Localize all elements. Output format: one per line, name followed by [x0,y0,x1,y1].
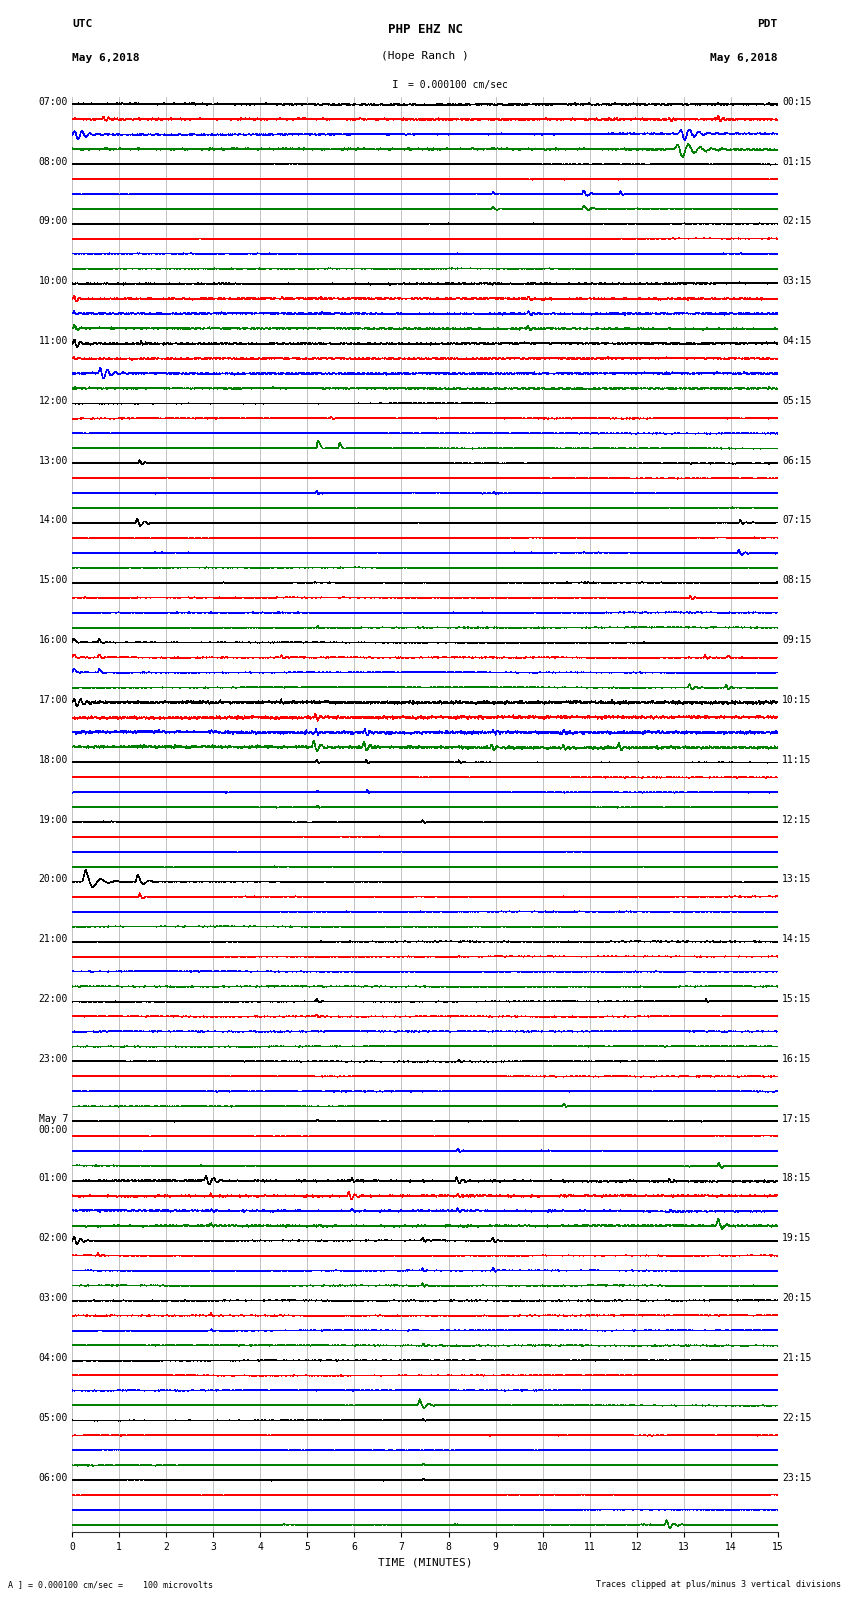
Text: 15:15: 15:15 [782,994,811,1003]
Text: 11:15: 11:15 [782,755,811,765]
Text: 17:00: 17:00 [39,695,68,705]
Text: 22:00: 22:00 [39,994,68,1003]
Text: (Hope Ranch ): (Hope Ranch ) [381,52,469,61]
Text: 06:15: 06:15 [782,455,811,466]
Text: 12:15: 12:15 [782,815,811,824]
Text: 10:00: 10:00 [39,276,68,286]
Text: 01:15: 01:15 [782,156,811,166]
Text: Traces clipped at plus/minus 3 vertical divisions: Traces clipped at plus/minus 3 vertical … [597,1581,842,1589]
X-axis label: TIME (MINUTES): TIME (MINUTES) [377,1558,473,1568]
Text: 20:15: 20:15 [782,1294,811,1303]
Text: 21:15: 21:15 [782,1353,811,1363]
Text: 13:15: 13:15 [782,874,811,884]
Text: 23:00: 23:00 [39,1053,68,1065]
Text: 13:00: 13:00 [39,455,68,466]
Text: 16:15: 16:15 [782,1053,811,1065]
Text: 08:00: 08:00 [39,156,68,166]
Text: 20:00: 20:00 [39,874,68,884]
Text: 15:00: 15:00 [39,576,68,586]
Text: 16:00: 16:00 [39,636,68,645]
Text: A ] = 0.000100 cm/sec =    100 microvolts: A ] = 0.000100 cm/sec = 100 microvolts [8,1581,213,1589]
Text: 08:15: 08:15 [782,576,811,586]
Text: 09:15: 09:15 [782,636,811,645]
Text: 05:15: 05:15 [782,395,811,406]
Text: May 7
00:00: May 7 00:00 [39,1113,68,1136]
Text: 06:00: 06:00 [39,1473,68,1482]
Text: = 0.000100 cm/sec: = 0.000100 cm/sec [408,81,507,90]
Text: 03:00: 03:00 [39,1294,68,1303]
Text: 02:15: 02:15 [782,216,811,226]
Text: PDT: PDT [757,19,778,29]
Text: 21:00: 21:00 [39,934,68,944]
Text: 02:00: 02:00 [39,1234,68,1244]
Text: 18:15: 18:15 [782,1174,811,1184]
Text: 17:15: 17:15 [782,1113,811,1124]
Text: PHP EHZ NC: PHP EHZ NC [388,23,462,35]
Text: 23:15: 23:15 [782,1473,811,1482]
Text: 19:15: 19:15 [782,1234,811,1244]
Text: 14:15: 14:15 [782,934,811,944]
Text: 09:00: 09:00 [39,216,68,226]
Text: 07:15: 07:15 [782,516,811,526]
Text: 07:00: 07:00 [39,97,68,106]
Text: 11:00: 11:00 [39,336,68,347]
Text: I: I [392,81,399,90]
Text: 04:00: 04:00 [39,1353,68,1363]
Text: 03:15: 03:15 [782,276,811,286]
Text: 00:15: 00:15 [782,97,811,106]
Text: 04:15: 04:15 [782,336,811,347]
Text: May 6,2018: May 6,2018 [711,53,778,63]
Text: 10:15: 10:15 [782,695,811,705]
Text: May 6,2018: May 6,2018 [72,53,139,63]
Text: 19:00: 19:00 [39,815,68,824]
Text: 22:15: 22:15 [782,1413,811,1423]
Text: 14:00: 14:00 [39,516,68,526]
Text: 01:00: 01:00 [39,1174,68,1184]
Text: 05:00: 05:00 [39,1413,68,1423]
Text: 18:00: 18:00 [39,755,68,765]
Text: 12:00: 12:00 [39,395,68,406]
Text: UTC: UTC [72,19,93,29]
